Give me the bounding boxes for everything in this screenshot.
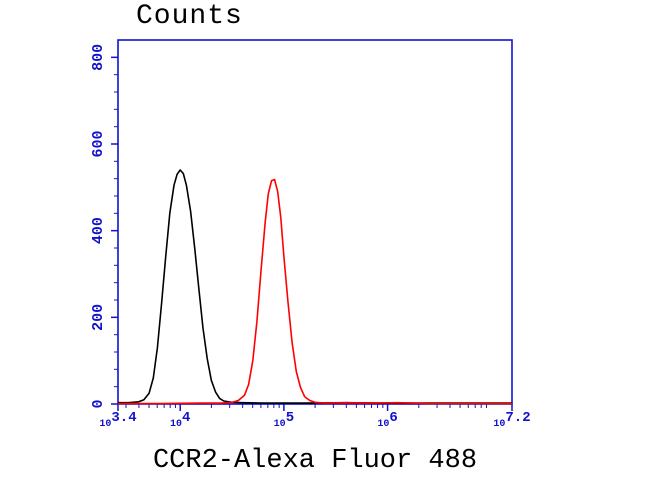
series-red-curve <box>118 178 512 405</box>
y-tick-label: 0 <box>90 399 107 408</box>
chart-title: Counts <box>136 1 243 32</box>
x-tick-label: 106 <box>377 410 397 430</box>
x-axis-title: CCR2-Alexa Fluor 488 <box>152 446 478 476</box>
y-axis-ticks: 0 200 400 600 800 <box>90 44 118 409</box>
y-tick-label: 400 <box>90 217 107 244</box>
x-tick-label: 105 <box>274 410 294 430</box>
axis-frame <box>117 39 513 405</box>
x-tick-label: 103.4 <box>99 410 136 430</box>
y-tick-label: 800 <box>90 44 107 71</box>
y-tick-label: 600 <box>90 130 107 157</box>
x-tick-label: 104 <box>170 410 190 430</box>
x-tick-label: 107.2 <box>493 410 530 430</box>
x-axis-ticks: 103.4 104 105 106 107.2 <box>99 404 531 430</box>
y-tick-label: 200 <box>90 304 107 331</box>
series-black-curve <box>118 169 512 404</box>
